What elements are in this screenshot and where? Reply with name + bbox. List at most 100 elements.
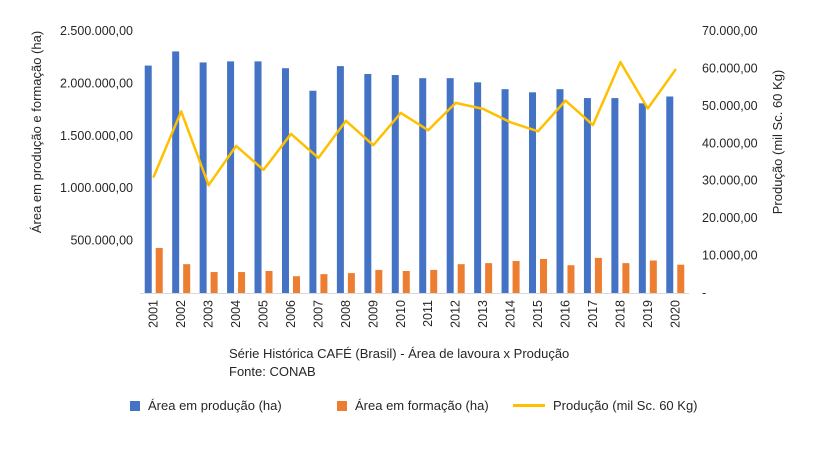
- x-tick-label-2010: 2010: [394, 300, 408, 328]
- bar-area-formacao-2015: [540, 258, 548, 293]
- line-point-producao-2002: [179, 110, 183, 113]
- line-point-producao-2008: [344, 119, 348, 123]
- bar-area-producao-2008: [336, 66, 344, 293]
- line-point-producao-2009: [372, 143, 375, 147]
- x-tick-label-2008: 2008: [339, 300, 353, 328]
- bar-area-formacao-2017: [594, 257, 602, 293]
- line-point-producao-2016: [564, 99, 567, 102]
- x-tick-label-2002: 2002: [174, 300, 188, 328]
- x-tick-label-2005: 2005: [257, 300, 271, 328]
- x-tick-label-2015: 2015: [531, 300, 545, 328]
- bar-area-formacao-2011: [430, 269, 438, 293]
- y-left-tick-label: 2.000.000,00: [60, 76, 133, 90]
- bar-area-formacao-2009: [375, 269, 383, 293]
- bar-area-producao-2011: [419, 78, 427, 293]
- legend-item-area-formacao: Área em formação (ha): [337, 398, 489, 413]
- y-right-tick-label: 60.000,00: [702, 61, 758, 75]
- x-tick-label-2017: 2017: [586, 300, 600, 328]
- x-tick-label-2018: 2018: [613, 300, 627, 328]
- bar-area-formacao-2012: [457, 264, 465, 293]
- x-tick-label-2014: 2014: [504, 300, 518, 328]
- bar-area-formacao-2003: [210, 272, 218, 293]
- bar-area-producao-2013: [474, 82, 482, 293]
- y-right-tick-label: -: [702, 286, 706, 300]
- line-point-producao-2004: [234, 144, 238, 148]
- chart-caption-title: Série Histórica CAFÉ (Brasil) - Área de …: [229, 346, 570, 361]
- legend-label-area-formacao: Área em formação (ha): [355, 398, 489, 413]
- bar-area-formacao-2002: [183, 264, 191, 293]
- legend-line-yellow: [513, 404, 545, 407]
- line-group: [152, 60, 677, 187]
- bar-area-producao-2016: [556, 89, 564, 293]
- bar-area-producao-2020: [666, 96, 674, 293]
- x-tick-label-2009: 2009: [366, 300, 380, 328]
- y-axis-left-title: Área em produção e formação (ha): [29, 31, 44, 233]
- x-tick-label-2004: 2004: [229, 300, 243, 328]
- bar-area-formacao-2014: [512, 261, 520, 293]
- bar-area-producao-2004: [227, 61, 235, 293]
- line-point-producao-2017: [591, 123, 595, 127]
- y-left-tick-label: 2.500.000,00: [60, 24, 133, 38]
- y-right-tick-label: 30.000,00: [702, 174, 758, 188]
- bar-area-producao-2015: [529, 92, 537, 293]
- bar-area-formacao-2001: [155, 247, 163, 293]
- bar-area-formacao-2016: [567, 265, 575, 293]
- line-point-producao-2019: [646, 107, 650, 110]
- bar-area-producao-2007: [309, 90, 317, 294]
- line-producao: [152, 60, 677, 187]
- x-tick-label-2012: 2012: [449, 300, 463, 328]
- line-point-producao-2013: [481, 107, 485, 111]
- bar-area-formacao-2008: [347, 273, 355, 293]
- line-point-producao-2018: [619, 60, 622, 64]
- legend-label-producao: Produção (mil Sc. 60 Kg): [553, 398, 698, 413]
- legend-swatch-orange: [337, 400, 347, 411]
- x-tick-label-2019: 2019: [641, 300, 655, 328]
- line-point-producao-2011: [427, 128, 430, 132]
- line-point-producao-2006: [289, 132, 293, 136]
- bar-area-producao-2019: [638, 103, 646, 293]
- y-right-tick-label: 50.000,00: [702, 99, 758, 113]
- y-axis-right-title: Produção (mil Sc. 60 Kg): [770, 70, 785, 215]
- chart-caption-source: Fonte: CONAB: [229, 364, 316, 379]
- x-tick-label-2007: 2007: [311, 300, 325, 328]
- bar-area-producao-2002: [172, 51, 180, 293]
- bar-area-producao-2006: [281, 68, 289, 293]
- y-left-tick-label: 500.000,00: [70, 234, 133, 248]
- x-tick-label-2003: 2003: [202, 300, 216, 328]
- x-tick-label-2006: 2006: [284, 300, 298, 328]
- line-point-producao-2005: [262, 168, 265, 172]
- legend-label-area-producao: Área em produção (ha): [148, 398, 282, 413]
- bar-area-formacao-2018: [622, 263, 630, 293]
- line-point-producao-2010: [399, 111, 402, 115]
- x-tick-label-2013: 2013: [476, 300, 490, 328]
- bar-area-formacao-2020: [677, 264, 685, 293]
- line-point-producao-2020: [674, 68, 677, 72]
- bar-area-producao-2010: [391, 75, 399, 294]
- bar-area-formacao-2019: [649, 260, 657, 293]
- bar-area-formacao-2005: [265, 270, 273, 293]
- y-left-tick-label: 1.500.000,00: [60, 129, 133, 143]
- line-point-producao-2007: [317, 156, 320, 160]
- bar-area-producao-2017: [583, 98, 591, 293]
- line-point-producao-2015: [536, 130, 540, 133]
- bar-area-producao-2009: [364, 73, 372, 293]
- x-tick-label-2001: 2001: [147, 300, 161, 328]
- line-point-producao-2003: [207, 184, 210, 187]
- y-right-tick-label: 10.000,00: [702, 249, 758, 263]
- bars-group: [144, 51, 685, 294]
- bar-area-producao-2014: [501, 89, 509, 293]
- x-tick-label-2020: 2020: [668, 300, 682, 328]
- bar-area-producao-2012: [446, 78, 454, 293]
- x-tick-label-2011: 2011: [421, 300, 435, 327]
- y-right-tick-label: 40.000,00: [702, 136, 758, 150]
- x-tick-label-2016: 2016: [558, 300, 572, 328]
- bar-area-formacao-2004: [238, 272, 246, 293]
- bar-area-producao-2001: [144, 65, 152, 293]
- line-point-producao-2014: [509, 121, 512, 124]
- legend-item-producao: Produção (mil Sc. 60 Kg): [513, 398, 698, 413]
- line-point-producao-2001: [152, 175, 155, 178]
- bar-area-producao-2018: [611, 98, 619, 293]
- line-point-producao-2012: [454, 101, 457, 105]
